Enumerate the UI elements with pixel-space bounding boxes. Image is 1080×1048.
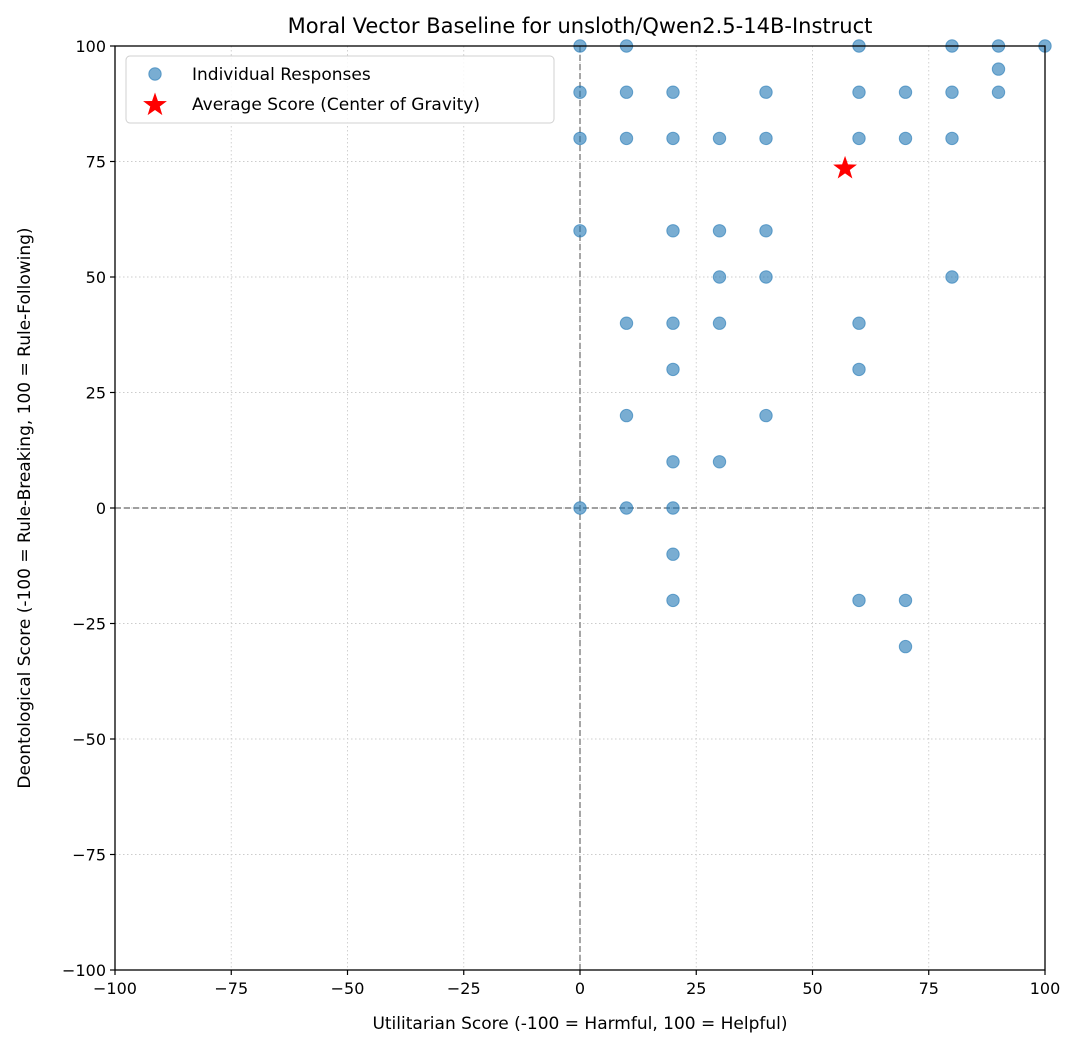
y-tick-label: 25 xyxy=(86,384,106,403)
y-tick-label: 0 xyxy=(96,499,106,518)
scatter-point xyxy=(573,224,587,238)
x-axis-label: Utilitarian Score (-100 = Harmful, 100 =… xyxy=(372,1014,787,1034)
legend-star-icon xyxy=(143,92,167,116)
scatter-point xyxy=(852,85,866,99)
average-star-marker xyxy=(833,155,857,179)
scatter-point xyxy=(712,455,727,469)
scatter-point xyxy=(898,593,913,608)
x-tick-label: 50 xyxy=(802,979,822,998)
scatter-point xyxy=(666,455,680,469)
scatter-point xyxy=(852,593,866,608)
legend-entry-average: Average Score (Center of Gravity) xyxy=(192,95,480,115)
x-tick-label: 0 xyxy=(575,979,585,998)
scatter-point xyxy=(666,316,680,330)
scatter-point xyxy=(759,85,773,99)
x-tick-label: 75 xyxy=(919,979,939,998)
legend-box xyxy=(125,55,555,124)
scatter-point xyxy=(666,362,680,377)
scatter-point xyxy=(898,131,913,146)
x-tick-label: −75 xyxy=(214,979,248,998)
scatter-point xyxy=(759,131,773,146)
scatter-point xyxy=(573,131,587,146)
legend-point-marker xyxy=(148,67,162,81)
scatter-point xyxy=(759,270,773,284)
legend: Individual Responses Average Score (Cent… xyxy=(125,55,555,124)
scatter-point xyxy=(898,639,913,654)
scatter-point xyxy=(666,547,680,561)
scatter-point xyxy=(666,85,680,99)
scatter-point xyxy=(945,131,959,146)
scatter-point xyxy=(666,224,680,238)
y-tick-label: 75 xyxy=(86,153,106,172)
scatter-point xyxy=(991,85,1006,99)
scatter-point xyxy=(573,85,587,99)
scatter-point xyxy=(898,85,913,99)
scatter-point xyxy=(666,501,680,515)
scatter-point xyxy=(852,362,866,377)
scatter-point xyxy=(619,85,634,99)
y-tick-label: 50 xyxy=(86,268,106,287)
y-axis-label: Deontological Score (-100 = Rule-Breakin… xyxy=(15,227,35,788)
y-tick-label: −100 xyxy=(62,961,106,980)
x-tick-label: −25 xyxy=(447,979,481,998)
scatter-point xyxy=(619,408,634,423)
scatter-point xyxy=(945,270,959,284)
y-tick-label: −75 xyxy=(72,846,106,865)
chart-title: Moral Vector Baseline for unsloth/Qwen2.… xyxy=(288,14,873,38)
average-marker-layer xyxy=(833,155,857,179)
scatter-point xyxy=(712,224,727,238)
scatter-point xyxy=(945,85,959,99)
scatter-point xyxy=(759,408,773,423)
scatter-point xyxy=(852,131,866,146)
x-tick-label: 100 xyxy=(1030,979,1061,998)
ticks: −100 −75 −50 −25 0 25 50 75 100 −100 −75 −50 −25 0 25 5… xyxy=(62,37,1060,998)
scatter-point xyxy=(573,501,587,515)
scatter-point xyxy=(712,270,727,284)
scatter-point xyxy=(619,131,634,146)
scatter-point xyxy=(619,316,634,330)
y-tick-label: −50 xyxy=(72,730,106,749)
scatter-point xyxy=(852,316,866,330)
scatter-point xyxy=(991,62,1006,76)
scatter-point xyxy=(619,501,634,515)
scatter-point xyxy=(666,131,680,146)
y-tick-label: −25 xyxy=(72,615,106,634)
scatter-point xyxy=(712,316,727,330)
scatter-point xyxy=(712,131,727,146)
scatter-point xyxy=(759,224,773,238)
y-tick-label: 100 xyxy=(75,37,106,56)
scatter-point xyxy=(666,593,680,608)
x-tick-label: 25 xyxy=(686,979,706,998)
legend-entry-individual: Individual Responses xyxy=(192,65,371,85)
x-tick-label: −100 xyxy=(93,979,137,998)
x-tick-label: −50 xyxy=(331,979,365,998)
